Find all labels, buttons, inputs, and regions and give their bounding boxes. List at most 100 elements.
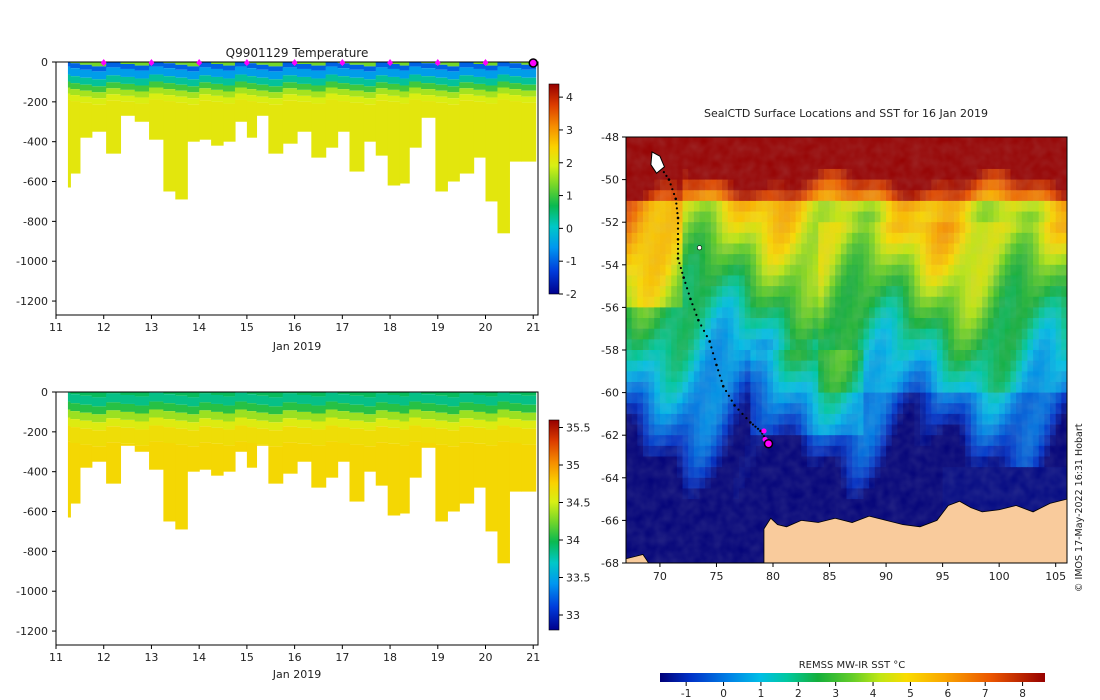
profile-band: [311, 78, 327, 86]
profile-band: [256, 404, 269, 413]
colorbar-tick-label: 35: [566, 459, 580, 472]
profile-band: [149, 87, 164, 94]
profile-band: [349, 412, 365, 421]
map-x-tick-label: 95: [936, 570, 950, 583]
profile-band: [163, 419, 176, 428]
profile-column: [311, 62, 327, 158]
profile-band: [325, 93, 339, 100]
profile-band: [91, 98, 107, 105]
track-point: [691, 303, 694, 306]
profile-band: [91, 414, 107, 423]
y-tick-label: -200: [23, 426, 48, 439]
profile-band: [199, 402, 212, 411]
profile-column: [399, 62, 410, 184]
temperature-xlabel: Jan 2019: [272, 340, 321, 353]
profile-band: [485, 392, 499, 397]
profile-band: [509, 394, 522, 404]
profile-band: [199, 82, 212, 89]
profile-band: [521, 102, 537, 162]
profile-band: [163, 95, 176, 102]
surface-marker: [339, 59, 346, 66]
profile-band: [421, 68, 436, 77]
profile-band: [297, 63, 312, 69]
profile-band: [91, 406, 107, 415]
track-point: [684, 281, 687, 285]
profile-band: [120, 101, 136, 116]
profile-band: [91, 71, 107, 80]
profile-band: [363, 104, 377, 142]
profile-band: [175, 96, 188, 103]
profile-band: [375, 75, 389, 83]
profile-band: [79, 62, 93, 65]
salinity-xlabel: Jan 2019: [272, 668, 321, 681]
track-point: [674, 197, 678, 201]
profile-band: [485, 413, 499, 422]
colorbar-tick-label: 2: [566, 157, 573, 170]
profile-band: [67, 93, 71, 100]
profile-band: [387, 443, 401, 516]
profile-band: [67, 74, 71, 82]
track-point: [737, 408, 740, 411]
profile-band: [187, 422, 200, 431]
profile-band: [399, 78, 410, 86]
profile-column: [387, 62, 401, 186]
profile-band: [485, 85, 499, 92]
profile-band: [67, 441, 71, 518]
y-tick-label: 0: [41, 386, 48, 399]
profile-band: [459, 426, 475, 443]
profile-band: [363, 66, 377, 72]
profile-band: [268, 86, 284, 93]
profile-column: [399, 392, 410, 514]
profile-column: [175, 392, 188, 530]
map-title: SealCTD Surface Locations and SST for 16…: [704, 107, 988, 120]
profile-band: [149, 74, 164, 82]
profile-band: [509, 442, 522, 492]
profile-band: [223, 396, 236, 406]
profile-band: [363, 86, 377, 93]
sst-colorbar-tick-label: 0: [720, 688, 727, 700]
profile-band: [149, 425, 164, 442]
sst-colorbar-tick-label: 2: [795, 688, 802, 700]
y-tick-label: -1200: [16, 295, 48, 308]
profile-band: [91, 446, 107, 462]
profile-band: [70, 394, 81, 404]
track-point: [687, 292, 690, 295]
profile-band: [67, 392, 71, 402]
profile-band: [349, 392, 365, 396]
x-tick-label: 14: [192, 321, 206, 334]
profile-band: [375, 88, 389, 95]
profile-column: [175, 62, 188, 200]
profile-band: [91, 422, 107, 431]
profile-band: [234, 66, 248, 75]
temperature-panel: Q9901129 Temperature 11 12 13 14 15 16 17 18 19 2…: [16, 46, 577, 353]
profile-band: [485, 78, 499, 86]
profile-band: [421, 427, 436, 443]
profile-band: [521, 77, 537, 85]
profile-band: [311, 91, 327, 98]
y-tick-label: -200: [23, 96, 48, 109]
profile-band: [509, 89, 522, 96]
profile-band: [134, 91, 150, 98]
profile-band: [70, 62, 81, 64]
profile-band: [268, 71, 284, 80]
profile-band: [120, 63, 136, 69]
profile-band: [297, 89, 312, 96]
profile-band: [521, 444, 537, 492]
profile-band: [349, 64, 365, 70]
track-point: [672, 192, 676, 196]
profile-band: [375, 402, 389, 411]
temperature-axes: 11 12 13 14 15 16 17 18 19 20 21 0 -200 -400 -600 -800 -…: [16, 56, 540, 334]
profile-band: [268, 430, 284, 447]
profile-band: [120, 427, 136, 444]
y-tick-label: -400: [23, 136, 48, 149]
profile-band: [134, 65, 150, 71]
profile-band: [134, 421, 150, 430]
track-point: [751, 423, 755, 426]
profile-column: [435, 392, 448, 522]
profile-band: [120, 95, 136, 102]
profile-band: [311, 413, 327, 422]
profile-band: [409, 401, 422, 410]
profile-band: [246, 419, 258, 428]
profile-band: [421, 392, 436, 395]
profile-band: [447, 98, 460, 105]
